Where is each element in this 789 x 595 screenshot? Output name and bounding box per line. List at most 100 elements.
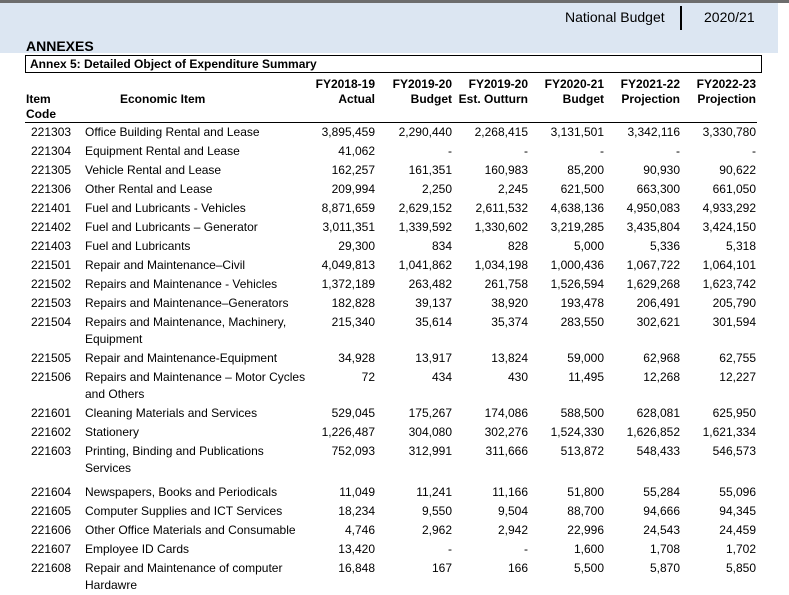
economic-item: Employee ID Cards [85, 542, 190, 556]
amount: 5,000 [573, 239, 604, 253]
item-code: 221402 [31, 220, 72, 234]
table-row: 221603 Printing, Binding and Publications… [25, 442, 757, 483]
column-header: FY2020-21 [544, 77, 604, 91]
item-code: 221303 [31, 125, 72, 139]
amount: 1,067,722 [626, 258, 680, 272]
amount: 1,064,101 [702, 258, 756, 272]
amount: 2,245 [497, 182, 528, 196]
item-code: 221304 [31, 144, 72, 158]
header-row: Item Code Economic Item Actual Budget Est. O… [25, 92, 757, 123]
amount: 35,374 [491, 315, 528, 329]
item-code: 221501 [31, 258, 72, 272]
item-code: 221504 [31, 315, 72, 329]
amount: 9,550 [421, 504, 452, 518]
amount: 1,524,330 [550, 425, 604, 439]
amount: 13,917 [415, 351, 452, 365]
amount: 434 [431, 370, 452, 384]
amount: 5,318 [725, 239, 756, 253]
amount: 22,996 [567, 523, 604, 537]
item-code: 221505 [31, 351, 72, 365]
amount: 13,824 [491, 351, 528, 365]
column-header: Projection [605, 92, 681, 123]
amount: 3,330,780 [702, 125, 756, 139]
amount: 302,621 [636, 315, 680, 329]
amount: 752,093 [331, 444, 375, 458]
amount: 193,478 [560, 296, 604, 310]
amount: 2,250 [421, 182, 452, 196]
column-header: FY2019-20 [392, 77, 452, 91]
amount: 430 [507, 370, 528, 384]
amount: 205,790 [712, 296, 756, 310]
amount: 62,968 [643, 351, 680, 365]
amount: - [448, 144, 452, 158]
amount: 1,034,198 [474, 258, 528, 272]
top-bar [0, 0, 789, 3]
economic-item: Computer Supplies and ICT Services [85, 504, 283, 518]
amount: 4,950,083 [626, 201, 680, 215]
amount: 206,491 [636, 296, 680, 310]
item-code: 221607 [31, 542, 72, 556]
item-code: 221606 [31, 523, 72, 537]
economic-item: Repairs and Maintenance – Motor Cycles a… [85, 370, 306, 401]
economic-item: Vehicle Rental and Lease [85, 163, 222, 177]
economic-item: Fuel and Lubricants [85, 239, 191, 253]
header-row: FY2018-19 FY2019-20 FY2019-20 FY2020-21 FY20… [25, 77, 757, 92]
amount: 2,629,152 [398, 201, 452, 215]
economic-item: Cleaning Materials and Services [85, 406, 258, 420]
amount: 4,049,813 [321, 258, 375, 272]
amount: 1,600 [573, 542, 604, 556]
item-code: 221503 [31, 296, 72, 310]
amount: 182,828 [331, 296, 375, 310]
amount: 24,459 [719, 523, 756, 537]
economic-item: Office Building Rental and Lease [85, 125, 260, 139]
amount: 16,848 [338, 561, 375, 575]
table-row: 221601 Cleaning Materials and Services 529… [25, 404, 757, 423]
amount: 621,500 [560, 182, 604, 196]
amount: 301,594 [712, 315, 756, 329]
amount: 12,268 [643, 370, 680, 384]
amount: 85,200 [567, 163, 604, 177]
amount: 13,420 [338, 542, 375, 556]
economic-item: Repairs and Maintenance, Machinery, Equi… [85, 315, 287, 346]
amount: 1,041,862 [398, 258, 452, 272]
amount: 834 [431, 239, 452, 253]
item-code: 221401 [31, 201, 72, 215]
amount: 3,131,501 [550, 125, 604, 139]
amount: 661,050 [712, 182, 756, 196]
economic-item: Fuel and Lubricants - Vehicles [85, 201, 246, 215]
amount: 167 [431, 561, 452, 575]
amount: 209,994 [331, 182, 375, 196]
amount: - [676, 144, 680, 158]
item-code: 221601 [31, 406, 72, 420]
table-row: 221504 Repairs and Maintenance, Machinery… [25, 313, 757, 349]
expenditure-table: FY2018-19 FY2019-20 FY2019-20 FY2020-21 FY20… [25, 77, 757, 595]
economic-item: Fuel and Lubricants – Generator [85, 220, 258, 234]
amount: 35,614 [415, 315, 452, 329]
economic-item: Equipment Rental and Lease [85, 144, 240, 158]
amount: 11,241 [416, 485, 452, 499]
amount: 175,267 [408, 406, 452, 420]
item-code: 221502 [31, 277, 72, 291]
amount: 3,435,804 [626, 220, 680, 234]
amount: 161,351 [408, 163, 452, 177]
amount: 1,526,594 [550, 277, 604, 291]
amount: 311,666 [485, 444, 529, 458]
economic-item: Repairs and Maintenance–Generators [85, 296, 289, 310]
amount: 174,086 [484, 406, 528, 420]
amount: 94,666 [643, 504, 680, 518]
amount: 59,000 [567, 351, 604, 365]
economic-item: Newspapers, Books and Periodicals [85, 485, 278, 499]
amount: - [448, 542, 452, 556]
column-header [25, 77, 80, 92]
amount: 628,081 [636, 406, 680, 420]
header-separator [680, 6, 682, 30]
amount: 3,011,351 [322, 220, 376, 234]
amount: 24,543 [643, 523, 680, 537]
column-header: FY2019-20 [468, 77, 528, 91]
amount: 548,433 [636, 444, 680, 458]
amount: 62,755 [719, 351, 756, 365]
amount: 38,920 [491, 296, 528, 310]
amount: 312,991 [408, 444, 452, 458]
amount: 3,424,150 [702, 220, 756, 234]
amount: 160,983 [484, 163, 528, 177]
